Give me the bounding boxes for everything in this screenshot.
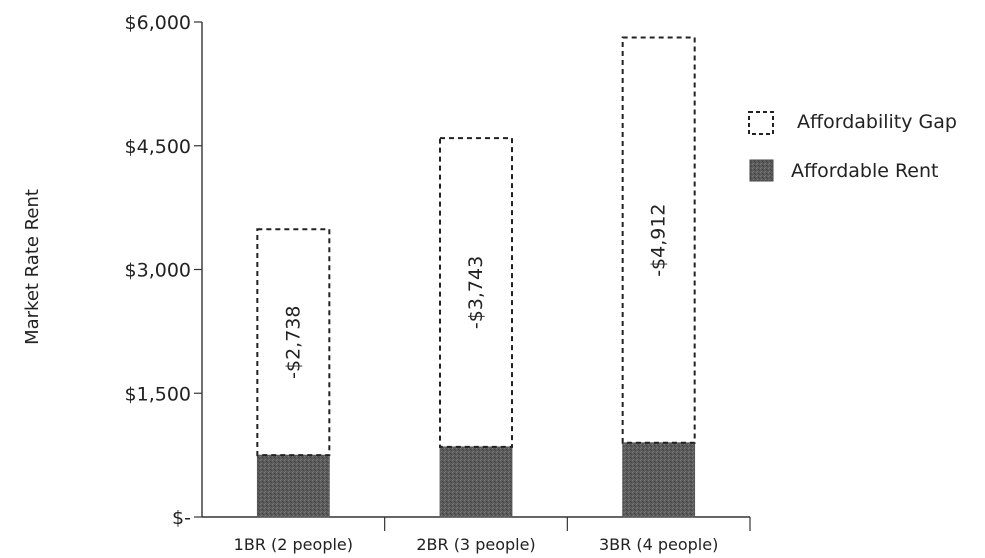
y-tick-label: $- [172, 507, 191, 529]
y-tick-label: $1,500 [125, 383, 191, 405]
y-tick-label: $6,000 [125, 12, 191, 34]
y-tick-label: $4,500 [125, 136, 191, 158]
bar-affordable-rent [622, 442, 696, 518]
bar-affordability-gap [256, 228, 331, 457]
x-tick-label: 1BR (2 people) [234, 535, 353, 554]
bar-affordable-rent [439, 446, 513, 518]
x-tick-label: 3BR (4 people) [599, 535, 718, 554]
y-tick-label: $3,000 [125, 260, 191, 282]
x-tick-label: 2BR (3 people) [416, 535, 535, 554]
legend-label-affordability-gap: Affordability Gap [797, 111, 957, 133]
y-ticks: $- $1,500 $3,000 $4,500 $6,000 [125, 12, 202, 529]
legend-swatch-affordability-gap [748, 111, 774, 135]
legend-swatch-affordable-rent [749, 159, 774, 182]
x-tick-labels: 1BR (2 people) 2BR (3 people) 3BR (4 peopl… [234, 535, 719, 554]
bar-affordability-gap [621, 36, 696, 444]
data-label-affordability-gap: -$4,912 [648, 203, 670, 276]
y-axis-label: Market Rate Rent [22, 189, 43, 345]
legend: Affordability Gap Affordable Rent [748, 111, 957, 182]
legend-label-affordable-rent: Affordable Rent [791, 160, 939, 182]
bar-affordability-gap [439, 137, 513, 448]
bar-affordable-rent [256, 454, 330, 518]
data-label-affordability-gap: -$2,738 [282, 306, 304, 379]
bars: -$2,738 -$3,743 -$4,912 [256, 36, 696, 518]
data-label-affordability-gap: -$3,743 [465, 256, 487, 329]
